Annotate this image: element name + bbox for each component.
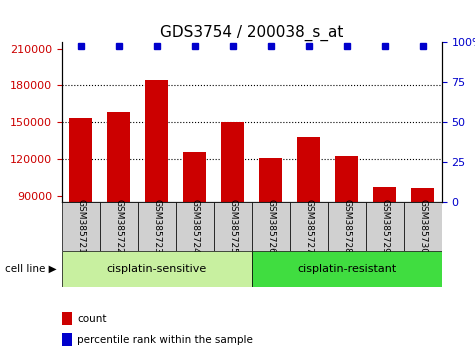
Text: GSM385730: GSM385730	[418, 199, 427, 254]
Bar	[335, 156, 358, 202]
Text: GSM385726: GSM385726	[266, 199, 275, 254]
Bar	[214, 202, 252, 251]
Text: GSM385729: GSM385729	[380, 199, 389, 254]
Bar	[373, 187, 396, 202]
Bar	[252, 251, 442, 287]
Text: GSM385728: GSM385728	[342, 199, 351, 254]
Title: GDS3754 / 200038_s_at: GDS3754 / 200038_s_at	[160, 25, 343, 41]
Bar	[411, 188, 434, 202]
Bar	[107, 112, 130, 202]
Bar	[290, 202, 328, 251]
Bar	[145, 80, 168, 202]
Text: GSM385727: GSM385727	[304, 199, 313, 254]
Text: cisplatin-sensitive: cisplatin-sensitive	[106, 264, 207, 274]
Bar	[252, 202, 290, 251]
Text: cisplatin-resistant: cisplatin-resistant	[297, 264, 396, 274]
Bar	[328, 202, 366, 251]
Bar	[183, 152, 206, 202]
Text: GSM385722: GSM385722	[114, 199, 123, 254]
Text: cell line ▶: cell line ▶	[5, 264, 57, 274]
Bar	[259, 158, 282, 202]
Bar	[176, 202, 214, 251]
Bar	[221, 122, 244, 202]
Bar	[297, 137, 320, 202]
Text: GSM385723: GSM385723	[152, 199, 161, 254]
Text: percentile rank within the sample: percentile rank within the sample	[77, 335, 253, 345]
Bar	[69, 119, 92, 202]
Bar	[404, 202, 442, 251]
Bar	[62, 202, 100, 251]
Bar	[100, 202, 138, 251]
Text: GSM385724: GSM385724	[190, 199, 199, 254]
Bar	[62, 251, 252, 287]
Text: count: count	[77, 314, 106, 324]
Text: GSM385721: GSM385721	[76, 199, 85, 254]
Bar	[138, 202, 176, 251]
Text: GSM385725: GSM385725	[228, 199, 237, 254]
Bar	[366, 202, 404, 251]
